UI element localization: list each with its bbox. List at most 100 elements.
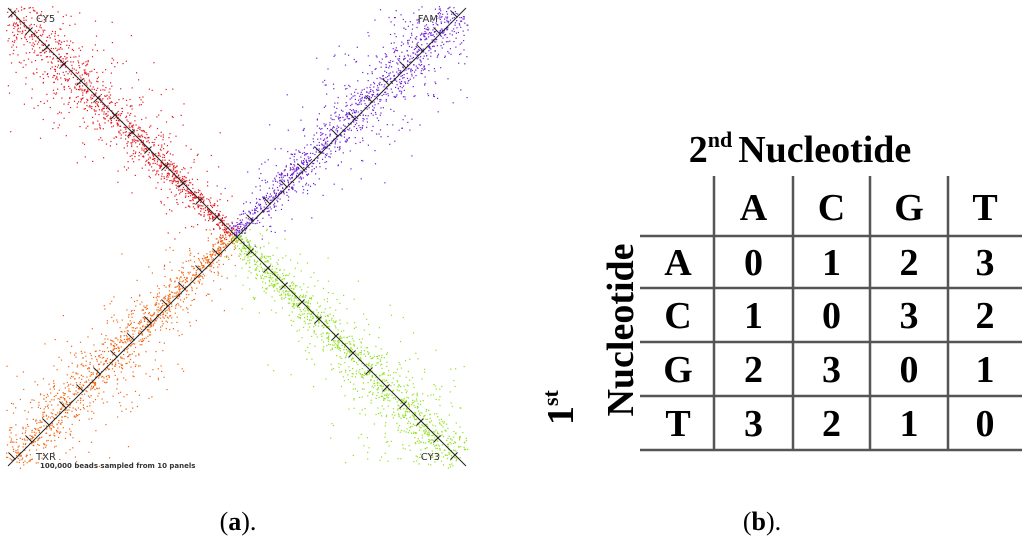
bead [373, 423, 375, 425]
bead [287, 293, 289, 295]
bead [53, 399, 55, 401]
bead [243, 245, 246, 247]
bead [437, 111, 439, 113]
bead [155, 187, 157, 189]
bead [242, 210, 244, 212]
bead [280, 191, 282, 193]
bead [447, 445, 449, 448]
bead [413, 71, 416, 73]
bead [353, 322, 356, 324]
bead [328, 148, 330, 150]
bead [259, 221, 261, 224]
bead [49, 434, 51, 436]
bead [435, 438, 437, 440]
bead [117, 181, 119, 183]
bead [350, 129, 352, 131]
bead [266, 208, 268, 210]
bead [421, 412, 423, 414]
bead [181, 169, 183, 171]
bead [447, 22, 450, 24]
bead [408, 402, 410, 404]
bead [207, 210, 210, 212]
bead [455, 37, 457, 39]
bead [166, 167, 168, 169]
bead [316, 57, 318, 59]
bead [247, 257, 249, 259]
bead [25, 430, 27, 432]
bead [165, 286, 167, 288]
bead [92, 382, 94, 384]
bead [419, 415, 421, 417]
bead [81, 90, 83, 92]
bead [296, 304, 298, 306]
bead [171, 317, 173, 319]
bead [147, 335, 149, 337]
bead [142, 325, 144, 327]
bead [202, 205, 204, 207]
bead [105, 335, 107, 337]
bead [340, 335, 342, 337]
bead [282, 273, 284, 275]
bead [349, 351, 352, 353]
bead [199, 261, 201, 263]
bead [43, 21, 45, 23]
bead [307, 302, 309, 304]
bead [21, 459, 23, 461]
bead [428, 439, 430, 441]
bead [113, 341, 115, 343]
bead [70, 15, 72, 17]
bead [207, 237, 209, 239]
bead [134, 115, 136, 117]
bead [351, 116, 353, 118]
bead [62, 58, 64, 60]
bead [418, 20, 420, 23]
bead [396, 84, 398, 86]
bead [44, 52, 46, 54]
bead [423, 55, 425, 57]
bead [77, 89, 80, 91]
bead [54, 417, 56, 419]
bead [361, 363, 363, 365]
bead [451, 30, 453, 32]
bead [98, 97, 100, 99]
bead [219, 215, 221, 217]
bead [248, 222, 250, 224]
bead [299, 286, 301, 288]
bead [152, 325, 154, 327]
bead [361, 127, 363, 129]
bead [76, 106, 78, 108]
bead [306, 161, 308, 163]
bead [177, 293, 180, 296]
bead [158, 316, 160, 318]
bead [225, 232, 227, 234]
bead [206, 261, 208, 263]
bead [315, 324, 317, 326]
bead [217, 223, 219, 225]
bead [41, 35, 43, 37]
bead [42, 118, 44, 121]
bead [99, 98, 101, 100]
bead [465, 448, 467, 451]
bead [219, 132, 221, 134]
bead [420, 61, 422, 63]
bead [321, 152, 323, 154]
bead [170, 179, 172, 182]
bead [355, 142, 357, 145]
bead [213, 228, 215, 230]
bead [165, 213, 167, 215]
bead [98, 363, 101, 365]
bead [413, 52, 415, 54]
bead [18, 452, 20, 454]
bead [22, 426, 24, 428]
bead [383, 80, 385, 82]
bead [397, 413, 400, 415]
bead [371, 73, 373, 75]
bead [384, 53, 386, 55]
bead [293, 300, 295, 302]
bead [283, 175, 285, 177]
bead [327, 332, 329, 334]
bead [398, 73, 400, 75]
bead [296, 174, 298, 176]
bead [160, 165, 162, 168]
bead [376, 379, 378, 381]
